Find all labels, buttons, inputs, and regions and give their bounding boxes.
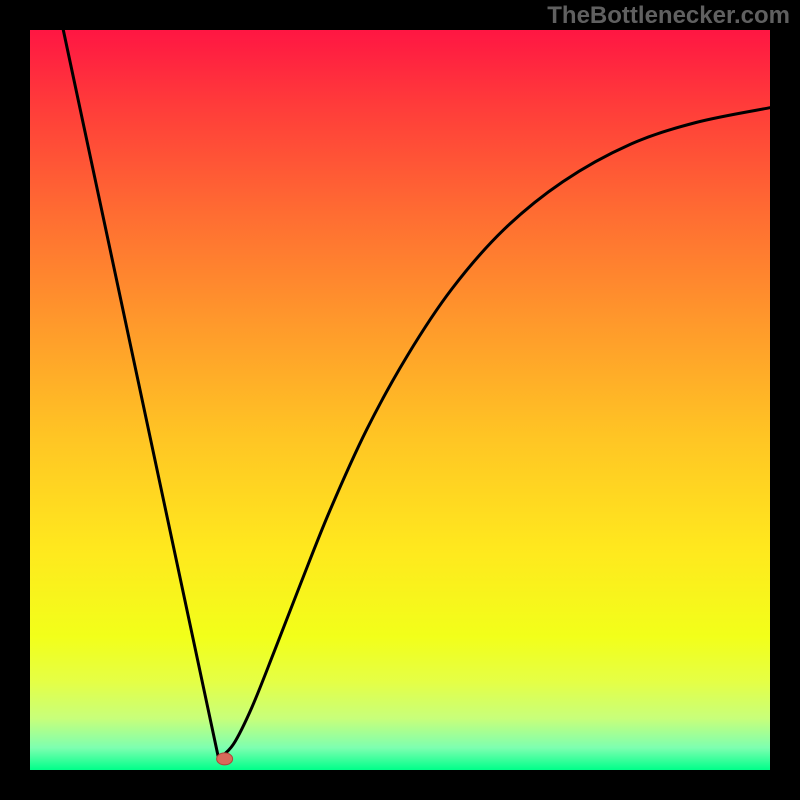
minimum-marker [217,753,233,765]
bottleneck-chart [0,0,800,800]
watermark-label: TheBottlenecker.com [547,2,790,30]
stage: TheBottlenecker.com [0,0,800,800]
